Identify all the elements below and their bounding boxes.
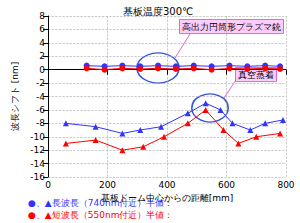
svg-text:0: 0 [45, 180, 51, 190]
svg-text:-10: -10 [30, 132, 45, 142]
svg-text:-6: -6 [36, 105, 45, 115]
svg-text:基板ドーム中心からの距離[mm]: 基板ドーム中心からの距離[mm] [101, 193, 234, 203]
svg-text:600: 600 [218, 180, 235, 190]
svg-text:4: 4 [39, 38, 45, 48]
svg-text:-12: -12 [30, 145, 45, 155]
svg-text:●、▲短波長（550nm付近）半値：: ●、▲短波長（550nm付近）半値： [28, 210, 173, 220]
svg-text:-2: -2 [36, 78, 45, 88]
svg-text:400: 400 [158, 180, 175, 190]
svg-text:800: 800 [277, 180, 294, 190]
svg-text:-8: -8 [36, 118, 45, 128]
svg-text:2: 2 [39, 51, 45, 61]
svg-text:-14: -14 [30, 159, 45, 169]
svg-text:0: 0 [39, 65, 45, 75]
svg-text:真空蒸着: 真空蒸着 [238, 70, 274, 80]
svg-text:6: 6 [39, 24, 45, 34]
svg-text:200: 200 [99, 180, 116, 190]
svg-text:-16: -16 [30, 172, 45, 182]
svg-text:基板温度300℃: 基板温度300℃ [123, 6, 193, 17]
svg-text:高出力円筒形プラズマ銃: 高出力円筒形プラズマ銃 [182, 22, 281, 32]
svg-text:-4: -4 [36, 92, 45, 102]
svg-text:波長シフト [nm]: 波長シフト [nm] [10, 62, 20, 131]
svg-text:8: 8 [39, 11, 45, 21]
